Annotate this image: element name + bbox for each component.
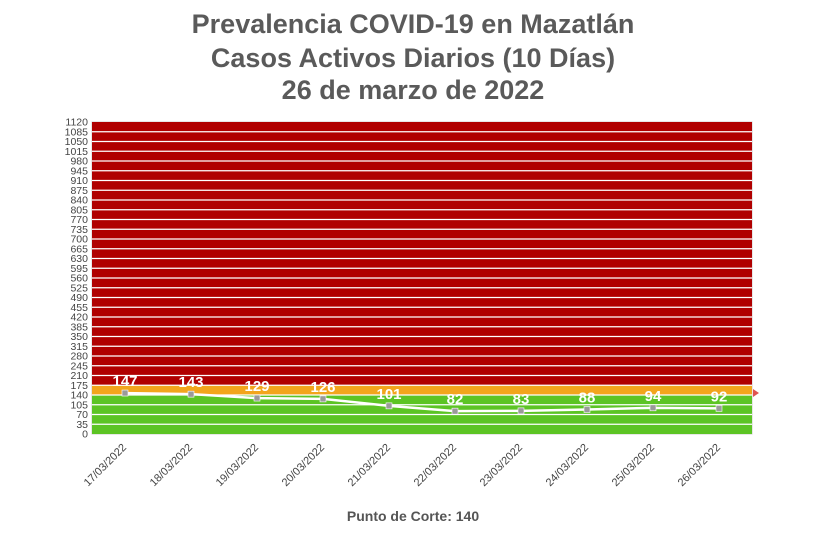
- y-tick-label: 70: [76, 409, 88, 421]
- x-tick-label: 24/03/2022: [544, 442, 591, 489]
- y-axis-ticks: 0357010514017521024528031535038542045549…: [65, 117, 89, 441]
- y-tick-label: 420: [70, 312, 88, 324]
- data-point: [253, 394, 261, 402]
- data-label: 92: [711, 388, 728, 405]
- data-label: 126: [310, 379, 335, 396]
- y-tick-label: 525: [70, 282, 88, 294]
- y-tick-label: 665: [70, 243, 88, 255]
- y-tick-label: 630: [70, 253, 88, 265]
- series-markers: [121, 389, 723, 415]
- chart-title-line-2: Casos Activos Diarios (10 Días): [210, 43, 616, 73]
- data-point: [517, 407, 525, 415]
- y-tick-label: 700: [70, 234, 88, 246]
- y-tick-label: 805: [70, 204, 88, 216]
- data-label: 83: [513, 391, 530, 408]
- data-point: [451, 407, 459, 415]
- y-tick-label: 875: [70, 185, 88, 197]
- data-point: [319, 395, 327, 403]
- cutoff-marker: [753, 389, 759, 398]
- y-tick-label: 455: [70, 302, 88, 314]
- data-label: 129: [244, 378, 269, 395]
- data-point: [187, 390, 195, 398]
- y-tick-label: 1085: [65, 126, 89, 138]
- data-label: 88: [579, 389, 596, 406]
- data-label: 143: [178, 374, 203, 391]
- y-tick-label: 245: [70, 360, 88, 372]
- y-tick-label: 980: [70, 156, 88, 168]
- data-point: [121, 389, 129, 397]
- y-tick-label: 1015: [65, 146, 89, 158]
- x-tick-label: 22/03/2022: [412, 442, 459, 489]
- y-tick-label: 770: [70, 214, 88, 226]
- data-labels: 147 143 129 126 101 82 83 88 94 92: [112, 373, 727, 408]
- band-1: [92, 385, 752, 395]
- x-tick-label: 21/03/2022: [346, 442, 393, 489]
- y-tick-label: 910: [70, 175, 88, 187]
- band-2: [92, 122, 752, 386]
- y-tick-label: 1050: [65, 136, 89, 148]
- y-tick-label: 840: [70, 195, 88, 207]
- y-tick-label: 735: [70, 224, 88, 236]
- data-label: 147: [112, 373, 137, 390]
- data-label: 94: [645, 388, 662, 405]
- y-tick-label: 0: [82, 429, 88, 441]
- y-tick-label: 385: [70, 321, 88, 333]
- x-tick-label: 20/03/2022: [280, 442, 327, 489]
- data-point: [649, 404, 657, 412]
- cutoff-note: Punto de Corte: 140: [346, 508, 480, 524]
- y-tick-label: 315: [70, 341, 88, 353]
- x-axis-ticks: 17/03/2022 18/03/2022 19/03/2022 20/03/2022…: [82, 442, 723, 489]
- data-label: 82: [447, 391, 464, 408]
- data-point: [715, 405, 723, 412]
- chart-title-line-1: Prevalencia COVID-19 en Mazatlán: [191, 9, 635, 39]
- y-tick-label: 1120: [65, 117, 88, 129]
- y-tick-label: 175: [70, 380, 88, 392]
- data-point: [385, 402, 393, 410]
- y-tick-label: 350: [70, 331, 88, 343]
- y-tick-label: 595: [70, 263, 88, 275]
- x-tick-label: 17/03/2022: [82, 442, 129, 489]
- y-tick-label: 210: [70, 370, 88, 382]
- y-tick-label: 945: [70, 165, 88, 177]
- x-tick-label: 23/03/2022: [478, 442, 525, 489]
- x-tick-label: 25/03/2022: [610, 442, 657, 489]
- y-tick-label: 35: [76, 419, 88, 431]
- y-tick-label: 140: [70, 390, 88, 402]
- y-tick-label: 105: [70, 399, 88, 411]
- data-label: 101: [376, 386, 401, 403]
- chart-title-line-3: 26 de marzo de 2022: [281, 75, 545, 105]
- data-point: [583, 406, 591, 413]
- y-tick-label: 490: [70, 292, 88, 304]
- x-tick-label: 18/03/2022: [148, 442, 195, 489]
- x-tick-label: 19/03/2022: [214, 442, 261, 489]
- series-line: [124, 391, 720, 413]
- y-tick-label: 280: [70, 351, 88, 363]
- x-tick-label: 26/03/2022: [676, 442, 723, 489]
- y-tick-label: 560: [70, 273, 88, 285]
